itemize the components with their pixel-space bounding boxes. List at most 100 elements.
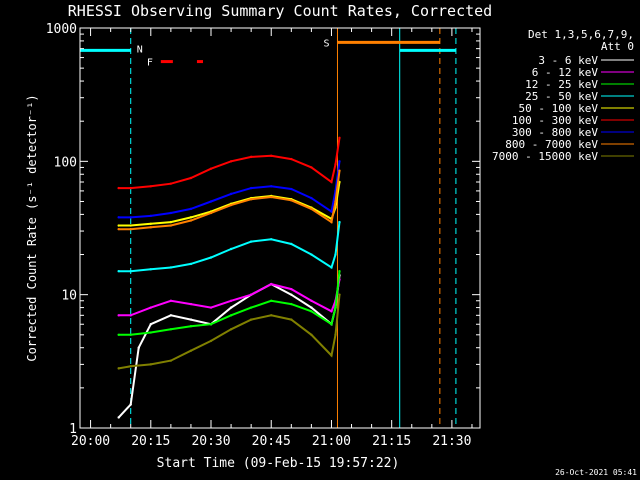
series-point [209,306,213,309]
series-point [290,318,293,321]
x-tick-label: 20:30 [191,434,230,449]
legend-entry-label: 50 - 100 keV [519,102,599,115]
x-tick-label: 21:15 [372,434,411,449]
legend-entry-label: 300 - 800 keV [512,126,598,139]
series-point [338,269,341,273]
series-point [290,302,293,306]
series-point [209,211,213,215]
series-point [149,331,152,334]
series-point [169,224,173,227]
series-point [149,268,152,271]
series-point [129,216,132,219]
series-point [149,222,152,226]
series-point [270,154,273,158]
series-point [338,160,341,163]
series-point [249,318,253,321]
legend-header-line1: Det 1,3,5,6,7,9, [528,28,634,41]
series-point [229,306,233,309]
series-point [249,197,253,201]
series-point [129,269,132,273]
plot-area: NF S [79,28,457,428]
series-point [117,224,120,227]
series-point [129,227,132,231]
timestamp: 26-Oct-2021 05:41 [555,468,637,477]
series-point [310,166,313,169]
series-point [149,185,152,188]
series-point [129,224,132,227]
series-point [290,293,293,296]
series-point [310,333,313,337]
series-point [149,306,152,309]
x-axis-label: Start Time (09-Feb-15 19:57:22) [157,456,400,471]
legend-entry-label: 3 - 6 keV [538,54,598,67]
flag-s-label: S [323,38,329,49]
series-point [330,323,333,326]
series-point [334,333,337,337]
series-point [189,176,193,180]
series-line [118,181,341,227]
series-point [209,323,213,326]
series-point [209,339,213,343]
y-axis-label: Corrected Count Rate (s⁻¹ detector⁻¹) [25,94,39,361]
series-point [117,216,120,219]
x-tick-label: 20:15 [131,434,170,449]
series-line [118,221,341,273]
series-point [334,163,337,166]
series-point [169,299,173,302]
x-tick-label: 20:45 [252,434,291,449]
series-point [129,186,132,190]
series-point [310,306,313,309]
series-line [118,170,341,231]
series-point [209,256,213,259]
series-point [270,299,273,302]
flag-n-label: N [137,44,143,55]
series-point [229,314,233,317]
y-tick-label: 1 [69,422,77,437]
series-point [334,253,337,256]
series-point [330,310,333,313]
series-point [149,214,152,218]
series-point [330,180,333,184]
y-tick-label: 100 [54,155,77,170]
x-tick-label: 21:30 [432,434,471,449]
series-line [118,137,341,190]
series-point [290,199,293,202]
series-point [290,242,293,246]
series-point [330,220,333,224]
x-tick-label: 21:00 [312,434,351,449]
series-point [169,359,173,362]
series-point [149,323,152,326]
series-point [330,210,333,213]
series-point [189,325,193,328]
series-point [229,299,233,302]
series-point [229,160,233,163]
series-point [310,310,313,313]
series-point [189,302,193,306]
axes-frame [79,27,481,429]
series-point [229,203,233,207]
legend-entry-label: 12 - 25 keV [525,78,598,91]
series-line [118,279,341,317]
legend-entry-label: 7000 - 15000 keV [492,150,598,163]
legend-entry-label: 6 - 12 keV [532,66,599,79]
series-point [270,282,273,286]
series-point [249,186,253,190]
series-point [310,196,313,200]
series-point [229,247,233,251]
series-line [118,271,341,336]
series-point [129,403,132,406]
series-point [117,227,120,231]
series-point [129,365,132,368]
series-point [270,314,273,317]
series-point [334,200,337,203]
series-point [310,299,313,302]
series-point [117,314,120,317]
series-point [249,240,253,243]
series-point [169,266,173,269]
series-point [137,346,140,349]
series-point [189,349,193,352]
legend-entry-label: 800 - 7000 keV [505,138,598,151]
series-point [209,167,213,170]
